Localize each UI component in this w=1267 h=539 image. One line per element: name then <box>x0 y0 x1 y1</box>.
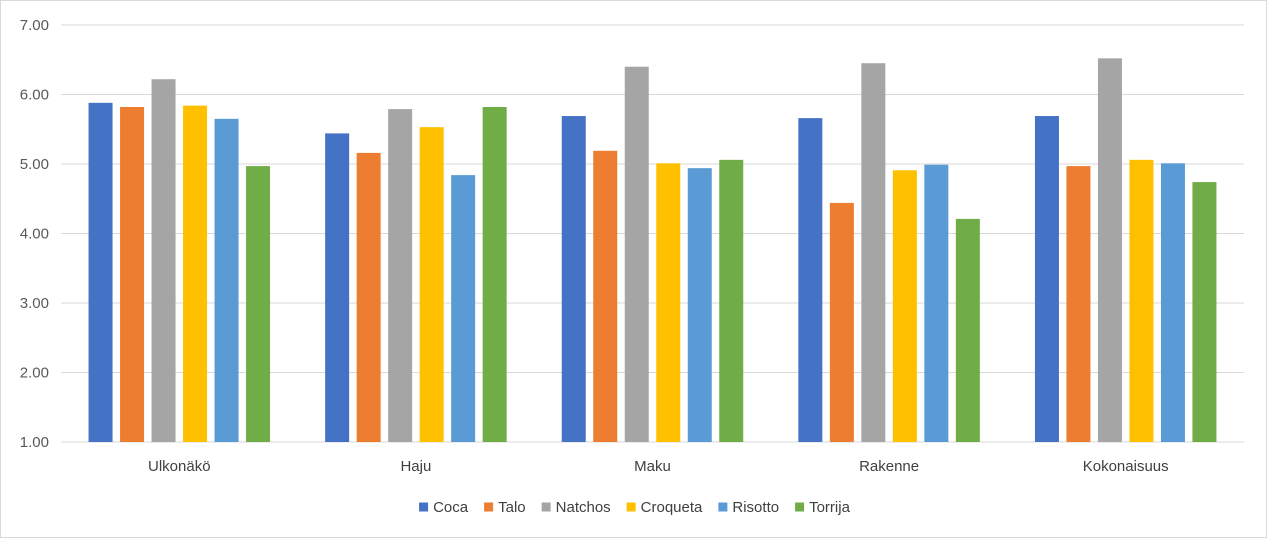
y-tick-label: 3.00 <box>20 295 49 312</box>
y-tick-label: 4.00 <box>20 226 49 243</box>
bar-torrija-0 <box>246 166 271 442</box>
bar-talo-1 <box>356 152 381 442</box>
y-axis-ticks: 1.00 2.00 3.00 4.00 5.00 6.00 7.00 <box>20 17 49 451</box>
bar-coca-0 <box>88 102 113 442</box>
bar-croqueta-0 <box>183 105 208 443</box>
bar-natchos-4 <box>1097 58 1122 443</box>
bar-coca-3 <box>798 118 823 442</box>
bar-torrija-1 <box>482 107 507 442</box>
bar-risotto-1 <box>451 175 476 442</box>
legend-label: Coca <box>433 499 469 516</box>
bar-natchos-1 <box>388 109 413 442</box>
legend-swatch-croqueta <box>626 502 636 512</box>
legend-label: Natchos <box>556 499 611 516</box>
bar-talo-0 <box>120 107 145 442</box>
y-tick-label: 1.00 <box>20 434 49 451</box>
legend-swatch-natchos <box>541 502 551 512</box>
legend-label: Torrija <box>809 499 850 516</box>
bar-risotto-0 <box>214 118 239 442</box>
legend-swatch-torrija <box>795 502 805 512</box>
y-tick-label: 7.00 <box>20 17 49 34</box>
bar-talo-3 <box>829 202 854 442</box>
legend-swatch-coca <box>419 502 429 512</box>
bar-natchos-2 <box>624 66 649 442</box>
legend: Coca Talo Natchos Croqueta Risotto Torrija <box>419 499 851 516</box>
bar-croqueta-2 <box>656 163 681 442</box>
x-axis-categories: Ulkonäkö Haju Maku Rakenne Kokonaisuus <box>148 458 1169 475</box>
y-tick-label: 2.00 <box>20 365 49 382</box>
x-category-label: Haju <box>400 458 431 475</box>
bar-torrija-3 <box>955 218 980 442</box>
x-category-label: Maku <box>634 458 671 475</box>
bar-croqueta-4 <box>1129 159 1154 442</box>
bar-risotto-3 <box>924 164 949 442</box>
bar-risotto-2 <box>687 168 712 443</box>
bars <box>88 58 1217 443</box>
bar-torrija-4 <box>1192 182 1217 442</box>
legend-label: Talo <box>498 499 526 516</box>
bar-natchos-0 <box>151 79 176 443</box>
legend-swatch-talo <box>484 502 494 512</box>
bar-torrija-2 <box>719 159 744 442</box>
bar-croqueta-3 <box>892 170 917 442</box>
bar-talo-2 <box>593 150 618 443</box>
bar-risotto-4 <box>1160 163 1185 442</box>
bar-talo-4 <box>1066 166 1091 442</box>
x-category-label: Kokonaisuus <box>1083 458 1169 475</box>
x-category-label: Rakenne <box>859 458 919 475</box>
bar-croqueta-1 <box>419 127 444 442</box>
y-tick-label: 6.00 <box>20 87 49 104</box>
legend-label: Croqueta <box>641 499 703 516</box>
legend-swatch-risotto <box>718 502 728 512</box>
y-tick-label: 5.00 <box>20 156 49 173</box>
x-category-label: Ulkonäkö <box>148 458 211 475</box>
bar-natchos-3 <box>861 63 886 442</box>
legend-label: Risotto <box>732 499 779 516</box>
bar-coca-1 <box>325 133 350 443</box>
bar-coca-4 <box>1034 116 1059 443</box>
bar-coca-2 <box>561 116 586 443</box>
